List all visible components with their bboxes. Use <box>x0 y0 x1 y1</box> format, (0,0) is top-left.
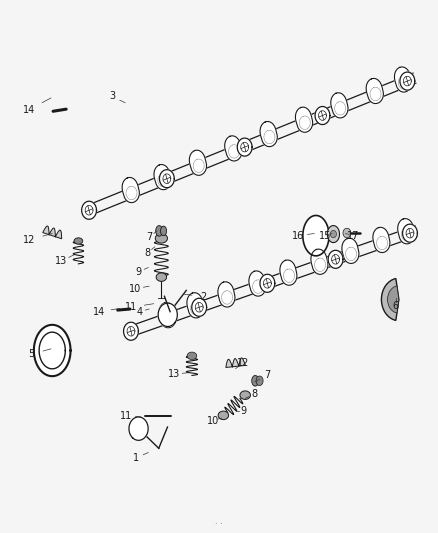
Polygon shape <box>225 136 242 161</box>
Polygon shape <box>124 322 138 340</box>
Polygon shape <box>373 228 390 253</box>
Polygon shape <box>260 122 277 147</box>
Text: 8: 8 <box>252 389 258 399</box>
Polygon shape <box>155 233 167 243</box>
Polygon shape <box>249 271 266 296</box>
Text: 10: 10 <box>129 284 141 294</box>
Polygon shape <box>122 177 139 203</box>
Polygon shape <box>218 411 229 419</box>
Text: 6: 6 <box>393 301 399 311</box>
Text: 9: 9 <box>240 406 246 416</box>
Wedge shape <box>381 279 399 320</box>
Polygon shape <box>303 215 329 256</box>
Polygon shape <box>74 238 83 244</box>
Polygon shape <box>398 219 415 244</box>
Text: 12: 12 <box>237 358 249 368</box>
Polygon shape <box>218 282 235 307</box>
Polygon shape <box>328 251 343 268</box>
Text: 15: 15 <box>318 231 331 241</box>
Text: 3: 3 <box>109 91 115 101</box>
Polygon shape <box>260 274 275 292</box>
Polygon shape <box>331 93 348 118</box>
Polygon shape <box>187 293 204 318</box>
Polygon shape <box>256 376 263 385</box>
Text: 7: 7 <box>264 370 270 381</box>
Polygon shape <box>129 417 148 440</box>
Polygon shape <box>156 225 162 236</box>
Text: 7: 7 <box>146 232 152 243</box>
Polygon shape <box>43 226 62 239</box>
Text: 14: 14 <box>23 104 35 115</box>
Polygon shape <box>343 228 351 238</box>
Polygon shape <box>400 72 415 90</box>
Text: 4: 4 <box>137 306 143 317</box>
Polygon shape <box>159 169 174 188</box>
Text: 11: 11 <box>120 411 133 422</box>
Polygon shape <box>327 225 339 243</box>
Polygon shape <box>315 107 330 125</box>
Polygon shape <box>192 298 207 316</box>
Polygon shape <box>156 273 166 281</box>
Polygon shape <box>34 325 71 376</box>
Polygon shape <box>240 391 251 399</box>
Polygon shape <box>330 230 336 238</box>
Polygon shape <box>403 224 417 242</box>
Polygon shape <box>395 67 412 92</box>
Polygon shape <box>189 150 207 175</box>
Polygon shape <box>237 138 252 156</box>
Text: 2: 2 <box>201 292 207 302</box>
Text: 10: 10 <box>207 416 219 426</box>
Polygon shape <box>187 352 197 360</box>
Polygon shape <box>159 303 176 328</box>
Text: 13: 13 <box>168 369 180 379</box>
Polygon shape <box>158 303 177 327</box>
Text: 16: 16 <box>291 231 304 241</box>
Text: 1: 1 <box>133 453 139 463</box>
Polygon shape <box>252 375 259 386</box>
Text: 9: 9 <box>135 267 141 277</box>
Text: 13: 13 <box>55 256 67 266</box>
Wedge shape <box>388 286 399 313</box>
Polygon shape <box>296 107 313 132</box>
Polygon shape <box>81 201 96 219</box>
Text: 14: 14 <box>93 306 105 317</box>
Polygon shape <box>366 78 383 103</box>
Polygon shape <box>280 260 297 285</box>
Polygon shape <box>226 358 245 367</box>
Polygon shape <box>154 165 171 190</box>
Text: 17: 17 <box>347 231 360 241</box>
Polygon shape <box>342 238 359 263</box>
Text: 11: 11 <box>125 302 137 312</box>
Polygon shape <box>311 249 328 274</box>
Text: 5: 5 <box>28 349 34 359</box>
Text: 8: 8 <box>144 248 150 258</box>
Text: 12: 12 <box>23 235 35 245</box>
Polygon shape <box>39 332 65 369</box>
Text: · ·: · · <box>215 520 223 529</box>
Polygon shape <box>160 226 166 236</box>
